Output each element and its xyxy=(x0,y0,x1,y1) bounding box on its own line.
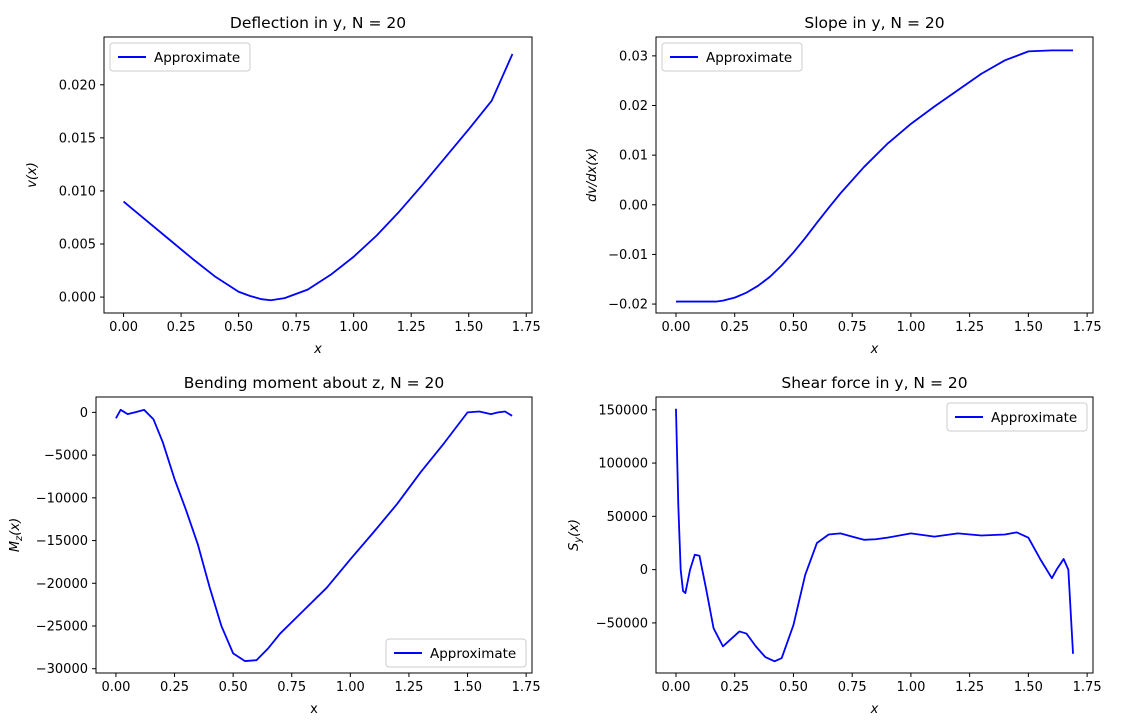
x-axis-label: x xyxy=(870,342,879,357)
plot-frame xyxy=(655,396,1094,674)
legend-box xyxy=(661,42,803,72)
slope-chart: Slope in y, N = 20 0.00 0.25 0.50 0.75 1.00 1.… xyxy=(585,14,1102,357)
y-tick-label: 0.000 xyxy=(59,291,96,306)
x-tick-label: 0.25 xyxy=(720,680,749,695)
y-axis-label: Mz(x) xyxy=(8,518,25,552)
plot-frame xyxy=(95,396,533,674)
legend-box xyxy=(385,638,527,668)
x-tick-label: 0.25 xyxy=(160,680,189,695)
x-tick-label: 0.00 xyxy=(661,680,690,695)
legend-box xyxy=(109,42,251,72)
y-tick-label: 0.010 xyxy=(59,184,96,199)
x-tick-label: 1.00 xyxy=(336,680,365,695)
chart-title: Deflection in y, N = 20 xyxy=(230,14,406,32)
x-tick-label: 0.25 xyxy=(720,320,749,335)
y-tick-label: 0.03 xyxy=(619,49,648,64)
moment-chart: Bending moment about z, N = 20 0.00 0.25 0.… xyxy=(8,374,541,717)
y-tick-label: 0.015 xyxy=(59,131,96,146)
x-tick-label: 1.25 xyxy=(955,680,984,695)
x-axis-label: x xyxy=(870,702,879,717)
y-tick-label: −50000 xyxy=(596,616,648,631)
x-tick-label: 1.00 xyxy=(896,320,925,335)
chart-title: Bending moment about z, N = 20 xyxy=(184,374,445,392)
x-tick-label: 1.75 xyxy=(1073,320,1102,335)
x-tick-label: 1.75 xyxy=(512,680,541,695)
legend-label: Approximate xyxy=(706,50,792,66)
y-tick-label: 0.020 xyxy=(59,78,96,93)
x-tick-label: 1.75 xyxy=(1073,680,1102,695)
y-tick-label: 50000 xyxy=(607,510,648,525)
x-tick-label: 1.25 xyxy=(394,680,423,695)
series-line-approximate xyxy=(115,408,513,662)
x-axis-label: x xyxy=(310,702,318,717)
legend-label: Approximate xyxy=(991,410,1077,426)
x-tick-label: 0.00 xyxy=(661,320,690,335)
x-tick-label: 0.00 xyxy=(109,320,138,335)
y-tick-label: −0.01 xyxy=(608,248,648,263)
y-tick-label: −5000 xyxy=(44,449,88,464)
y-tick-label: 0 xyxy=(80,406,88,421)
legend: Approximate xyxy=(109,42,251,72)
chart-title: Slope in y, N = 20 xyxy=(804,14,944,32)
y-tick-label: 150000 xyxy=(598,403,648,418)
y-tick-label: −20000 xyxy=(36,577,88,592)
x-tick-label: 1.50 xyxy=(454,320,483,335)
y-tick-label: −0.02 xyxy=(608,298,648,313)
series-line-approximate xyxy=(675,49,1074,303)
x-tick-label: 0.50 xyxy=(224,320,253,335)
legend-box xyxy=(946,402,1088,432)
y-tick-label: 100000 xyxy=(598,457,648,472)
plot-frame xyxy=(103,36,533,314)
y-tick-label: 0.00 xyxy=(619,198,648,213)
y-tick-label: 0.005 xyxy=(59,238,96,253)
y-tick-label: 0 xyxy=(640,563,648,578)
x-tick-label: 0.75 xyxy=(838,320,867,335)
legend: Approximate xyxy=(946,402,1088,432)
x-axis-label: x xyxy=(313,342,322,357)
y-axis-label: v(x) xyxy=(25,162,40,188)
legend: Approximate xyxy=(385,638,527,668)
x-tick-label: 1.50 xyxy=(1014,320,1043,335)
y-tick-label: −30000 xyxy=(36,662,88,677)
x-tick-label: 0.75 xyxy=(838,680,867,695)
series-line-approximate xyxy=(675,408,1074,663)
deflection-chart: Deflection in y, N = 20 0.00 0.25 0.50 0.75 1… xyxy=(25,14,541,357)
legend-label: Approximate xyxy=(430,646,516,662)
y-tick-label: −10000 xyxy=(36,491,88,506)
x-tick-label: 0.00 xyxy=(101,680,130,695)
y-tick-label: −15000 xyxy=(36,534,88,549)
x-tick-label: 0.50 xyxy=(219,680,248,695)
x-tick-label: 1.00 xyxy=(339,320,368,335)
y-tick-label: −25000 xyxy=(36,620,88,635)
y-axis-label: Sy(x) xyxy=(567,519,584,551)
x-tick-label: 1.50 xyxy=(453,680,482,695)
x-tick-label: 1.50 xyxy=(1014,680,1043,695)
x-tick-label: 1.25 xyxy=(397,320,426,335)
series-line-approximate xyxy=(122,53,514,302)
x-tick-label: 0.25 xyxy=(167,320,196,335)
plot-frame xyxy=(655,36,1094,314)
x-tick-label: 0.50 xyxy=(779,680,808,695)
x-tick-label: 0.50 xyxy=(779,320,808,335)
y-axis-label: dv/dx(x) xyxy=(585,148,600,202)
legend: Approximate xyxy=(661,42,803,72)
shear-chart: Shear force in y, N = 20 0.00 0.25 0.50 0.75… xyxy=(567,374,1102,717)
x-tick-label: 1.25 xyxy=(955,320,984,335)
chart-title: Shear force in y, N = 20 xyxy=(781,374,967,392)
y-tick-label: 0.02 xyxy=(619,99,648,114)
legend-label: Approximate xyxy=(154,50,240,66)
y-tick-label: 0.01 xyxy=(619,149,648,164)
x-tick-label: 1.75 xyxy=(512,320,541,335)
x-tick-label: 1.00 xyxy=(896,680,925,695)
x-tick-label: 0.75 xyxy=(277,680,306,695)
x-tick-label: 0.75 xyxy=(282,320,311,335)
